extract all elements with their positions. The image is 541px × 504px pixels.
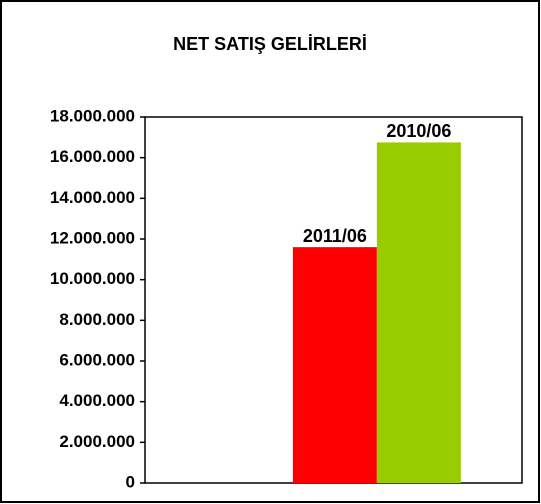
y-tick-label: 12.000.000 — [50, 228, 135, 247]
y-tick-label: 8.000.000 — [59, 310, 135, 329]
y-tick-label: 2.000.000 — [59, 432, 135, 451]
y-tick-label: 4.000.000 — [59, 391, 135, 410]
series-label: 2011/06 — [303, 226, 367, 246]
y-tick-label: 18.000.000 — [50, 106, 135, 125]
bar — [292, 247, 377, 483]
y-tick-label: 16.000.000 — [50, 147, 135, 166]
series-label: 2010/06 — [386, 121, 451, 141]
y-tick-label: 10.000.000 — [50, 269, 135, 288]
y-tick-label: 14.000.000 — [50, 188, 135, 207]
bar — [376, 142, 461, 483]
y-tick-label: 0 — [126, 472, 135, 491]
chart-title: NET SATIŞ GELİRLERİ — [173, 34, 367, 54]
y-tick-label: 6.000.000 — [59, 350, 135, 369]
